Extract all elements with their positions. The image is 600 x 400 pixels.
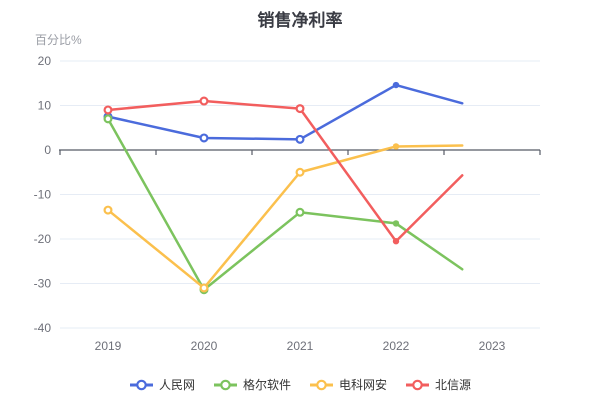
legend-line-circle-icon: [213, 379, 237, 390]
legend-label: 北信源: [435, 378, 472, 392]
data-point-marker: [295, 167, 305, 177]
legend-item-geerruanjian[interactable]: 格尔软件: [213, 376, 291, 393]
y-tick-label: -10: [34, 188, 52, 202]
legend-item-renminwang[interactable]: 人民网: [129, 376, 195, 393]
y-tick-label: 20: [38, 54, 52, 68]
legend-line-circle-icon: [310, 379, 333, 390]
data-point-marker: [199, 96, 209, 106]
data-point-marker: [199, 133, 209, 143]
legend-label: 格尔软件: [242, 378, 291, 392]
x-tick-label: 2021: [287, 339, 314, 353]
x-tick-label: 2020: [191, 339, 218, 353]
series-line-2: [106, 144, 464, 290]
data-point-marker: [392, 238, 400, 245]
y-tick-label: -30: [34, 277, 52, 291]
x-tick-label: 2022: [383, 339, 410, 353]
data-point-marker: [103, 114, 113, 124]
y-axis-unit-label: 百分比%: [35, 33, 82, 47]
chart-legend: 人民网 格尔软件 电科网安 北信源: [0, 376, 600, 393]
legend-item-beixinyuan[interactable]: 北信源: [405, 376, 471, 393]
data-point-marker: [295, 104, 305, 114]
legend-item-diankewangan[interactable]: 电科网安: [309, 376, 387, 393]
legend-line-circle-icon: [406, 379, 430, 390]
legend-label: 人民网: [158, 378, 195, 392]
data-point-marker: [199, 283, 209, 293]
series-line-3: [106, 99, 464, 243]
data-point-marker: [103, 205, 113, 215]
series-line-0: [106, 83, 464, 141]
data-point-marker: [392, 220, 400, 227]
data-point-marker: [295, 207, 305, 217]
data-point-marker: [392, 81, 400, 89]
legend-line-circle-icon: [129, 379, 153, 390]
y-tick-label: -20: [34, 232, 52, 246]
legend-label: 电科网安: [339, 378, 388, 392]
y-tick-label: -40: [34, 321, 52, 335]
y-tick-label: 0: [44, 143, 51, 157]
y-tick-label: 10: [38, 99, 52, 113]
data-point-marker: [392, 143, 400, 150]
x-tick-label: 2023: [479, 339, 506, 353]
data-point-marker: [295, 134, 305, 144]
series-line-1: [106, 117, 464, 291]
x-tick-label: 2019: [95, 339, 122, 353]
data-point-marker: [103, 105, 113, 115]
chart-title: 销售净利率: [257, 11, 343, 30]
